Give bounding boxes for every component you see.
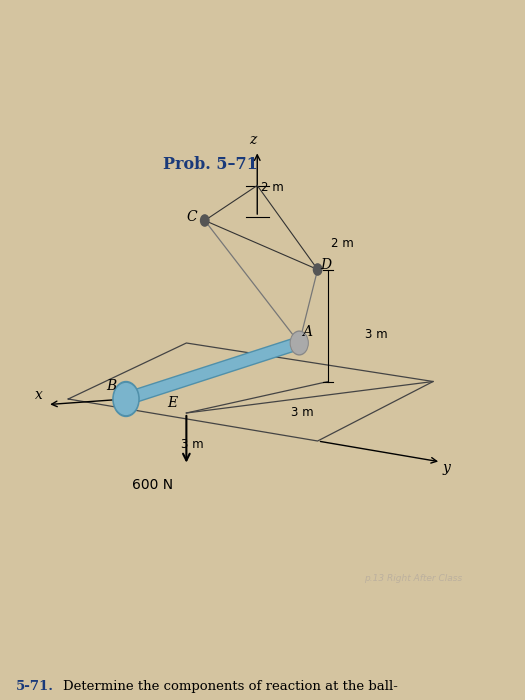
Circle shape [291, 332, 307, 354]
Text: y: y [442, 461, 450, 475]
Text: B: B [107, 379, 117, 393]
Text: 2 m: 2 m [331, 237, 353, 250]
Text: 3 m: 3 m [365, 328, 387, 341]
Text: 3 m: 3 m [291, 407, 314, 419]
Text: 5-71.: 5-71. [16, 680, 54, 694]
Text: 2 m: 2 m [261, 181, 284, 194]
Text: z: z [249, 133, 257, 147]
Text: 3 m: 3 m [181, 438, 204, 451]
Circle shape [113, 382, 139, 416]
Text: 600 N: 600 N [132, 478, 173, 492]
Text: D: D [320, 258, 331, 272]
Text: p.13 Right After Class: p.13 Right After Class [364, 575, 462, 583]
Text: Prob. 5–71: Prob. 5–71 [163, 156, 257, 173]
Text: x: x [36, 389, 43, 402]
Text: C: C [186, 210, 197, 224]
Circle shape [114, 384, 138, 414]
Text: Determine the components of reaction at the ball-
and-socket joint $A$ and the t: Determine the components of reaction at … [63, 680, 458, 700]
Text: A: A [302, 325, 312, 339]
Text: E: E [167, 396, 177, 410]
Circle shape [201, 215, 209, 226]
Circle shape [313, 264, 322, 275]
Circle shape [290, 331, 308, 355]
